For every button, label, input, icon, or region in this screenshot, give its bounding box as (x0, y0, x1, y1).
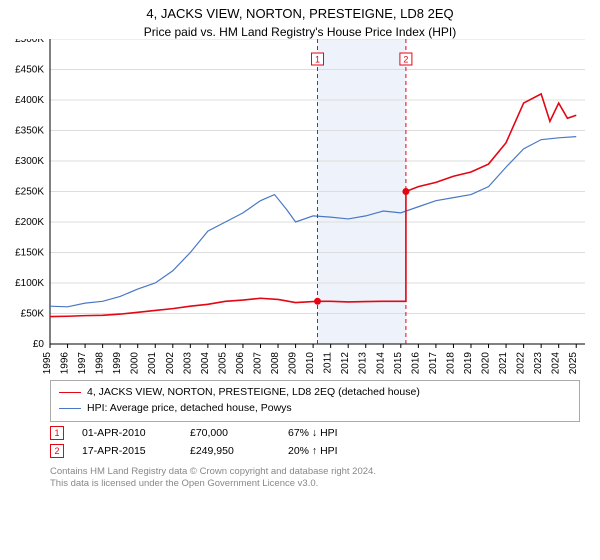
svg-text:2008: 2008 (270, 352, 281, 374)
svg-text:2003: 2003 (182, 352, 193, 374)
chart-title: 4, JACKS VIEW, NORTON, PRESTEIGNE, LD8 2… (0, 0, 600, 21)
svg-text:2013: 2013 (358, 352, 369, 374)
svg-text:2025: 2025 (568, 352, 579, 374)
svg-text:2020: 2020 (481, 352, 492, 374)
sale-date: 01-APR-2010 (82, 427, 172, 439)
svg-text:2014: 2014 (375, 352, 386, 374)
svg-text:2004: 2004 (200, 352, 211, 374)
sale-marker-1: 1 (50, 426, 64, 440)
svg-text:2006: 2006 (235, 352, 246, 374)
sale-delta: 20% ↑ HPI (288, 445, 338, 457)
sale-row-1: 1 01-APR-2010 £70,000 67% ↓ HPI (50, 424, 580, 442)
svg-text:2: 2 (403, 55, 408, 65)
legend-item-hpi: HPI: Average price, detached house, Powy… (59, 401, 571, 417)
svg-text:1997: 1997 (77, 352, 88, 374)
attribution-line: Contains HM Land Registry data © Crown c… (50, 466, 580, 478)
legend: 4, JACKS VIEW, NORTON, PRESTEIGNE, LD8 2… (50, 380, 580, 422)
chart-subtitle: Price paid vs. HM Land Registry's House … (0, 21, 600, 39)
svg-text:2011: 2011 (323, 352, 334, 374)
svg-text:£100K: £100K (15, 278, 44, 289)
sale-marker-2: 2 (50, 444, 64, 458)
legend-item-property: 4, JACKS VIEW, NORTON, PRESTEIGNE, LD8 2… (59, 385, 571, 401)
legend-swatch-property (59, 392, 81, 393)
svg-text:1996: 1996 (60, 352, 71, 374)
svg-text:2015: 2015 (393, 352, 404, 374)
svg-text:£200K: £200K (15, 217, 44, 228)
sales-table: 1 01-APR-2010 £70,000 67% ↓ HPI 2 17-APR… (50, 424, 580, 460)
legend-label: HPI: Average price, detached house, Powy… (87, 401, 292, 417)
svg-text:2000: 2000 (130, 352, 141, 374)
svg-text:2017: 2017 (428, 352, 439, 374)
svg-text:1998: 1998 (95, 352, 106, 374)
sale-delta: 67% ↓ HPI (288, 427, 338, 439)
svg-text:2010: 2010 (305, 352, 316, 374)
svg-text:1995: 1995 (42, 352, 53, 374)
sale-price: £70,000 (190, 427, 270, 439)
svg-text:2016: 2016 (410, 352, 421, 374)
attribution: Contains HM Land Registry data © Crown c… (50, 466, 580, 491)
svg-text:2024: 2024 (551, 352, 562, 374)
legend-label: 4, JACKS VIEW, NORTON, PRESTEIGNE, LD8 2… (87, 385, 420, 401)
svg-text:2007: 2007 (252, 352, 263, 374)
svg-text:2009: 2009 (288, 352, 299, 374)
svg-text:2012: 2012 (340, 352, 351, 374)
price-chart: £0 £50K £100K £150K £200K £250K £300K £350K £400… (0, 39, 600, 374)
svg-text:2022: 2022 (516, 352, 527, 374)
svg-text:1999: 1999 (112, 352, 123, 374)
svg-text:2001: 2001 (147, 352, 158, 374)
svg-text:£0: £0 (33, 339, 45, 350)
svg-text:£250K: £250K (15, 187, 44, 198)
svg-text:£50K: £50K (21, 309, 45, 320)
svg-text:2023: 2023 (533, 352, 544, 374)
svg-text:£450K: £450K (15, 65, 44, 76)
svg-text:£150K: £150K (15, 248, 44, 259)
svg-text:£300K: £300K (15, 156, 44, 167)
svg-text:2002: 2002 (165, 352, 176, 374)
sale-row-2: 2 17-APR-2015 £249,950 20% ↑ HPI (50, 442, 580, 460)
svg-text:£500K: £500K (15, 39, 44, 45)
svg-text:£400K: £400K (15, 95, 44, 106)
sale-price: £249,950 (190, 445, 270, 457)
svg-text:£350K: £350K (15, 126, 44, 137)
svg-text:2021: 2021 (498, 352, 509, 374)
sale-date: 17-APR-2015 (82, 445, 172, 457)
legend-swatch-hpi (59, 408, 81, 409)
svg-text:2005: 2005 (217, 352, 228, 374)
svg-text:2018: 2018 (445, 352, 456, 374)
attribution-line: This data is licensed under the Open Gov… (50, 478, 580, 490)
chart-container: { "title": "4, JACKS VIEW, NORTON, PREST… (0, 0, 600, 560)
svg-text:2019: 2019 (463, 352, 474, 374)
svg-text:1: 1 (315, 55, 320, 65)
